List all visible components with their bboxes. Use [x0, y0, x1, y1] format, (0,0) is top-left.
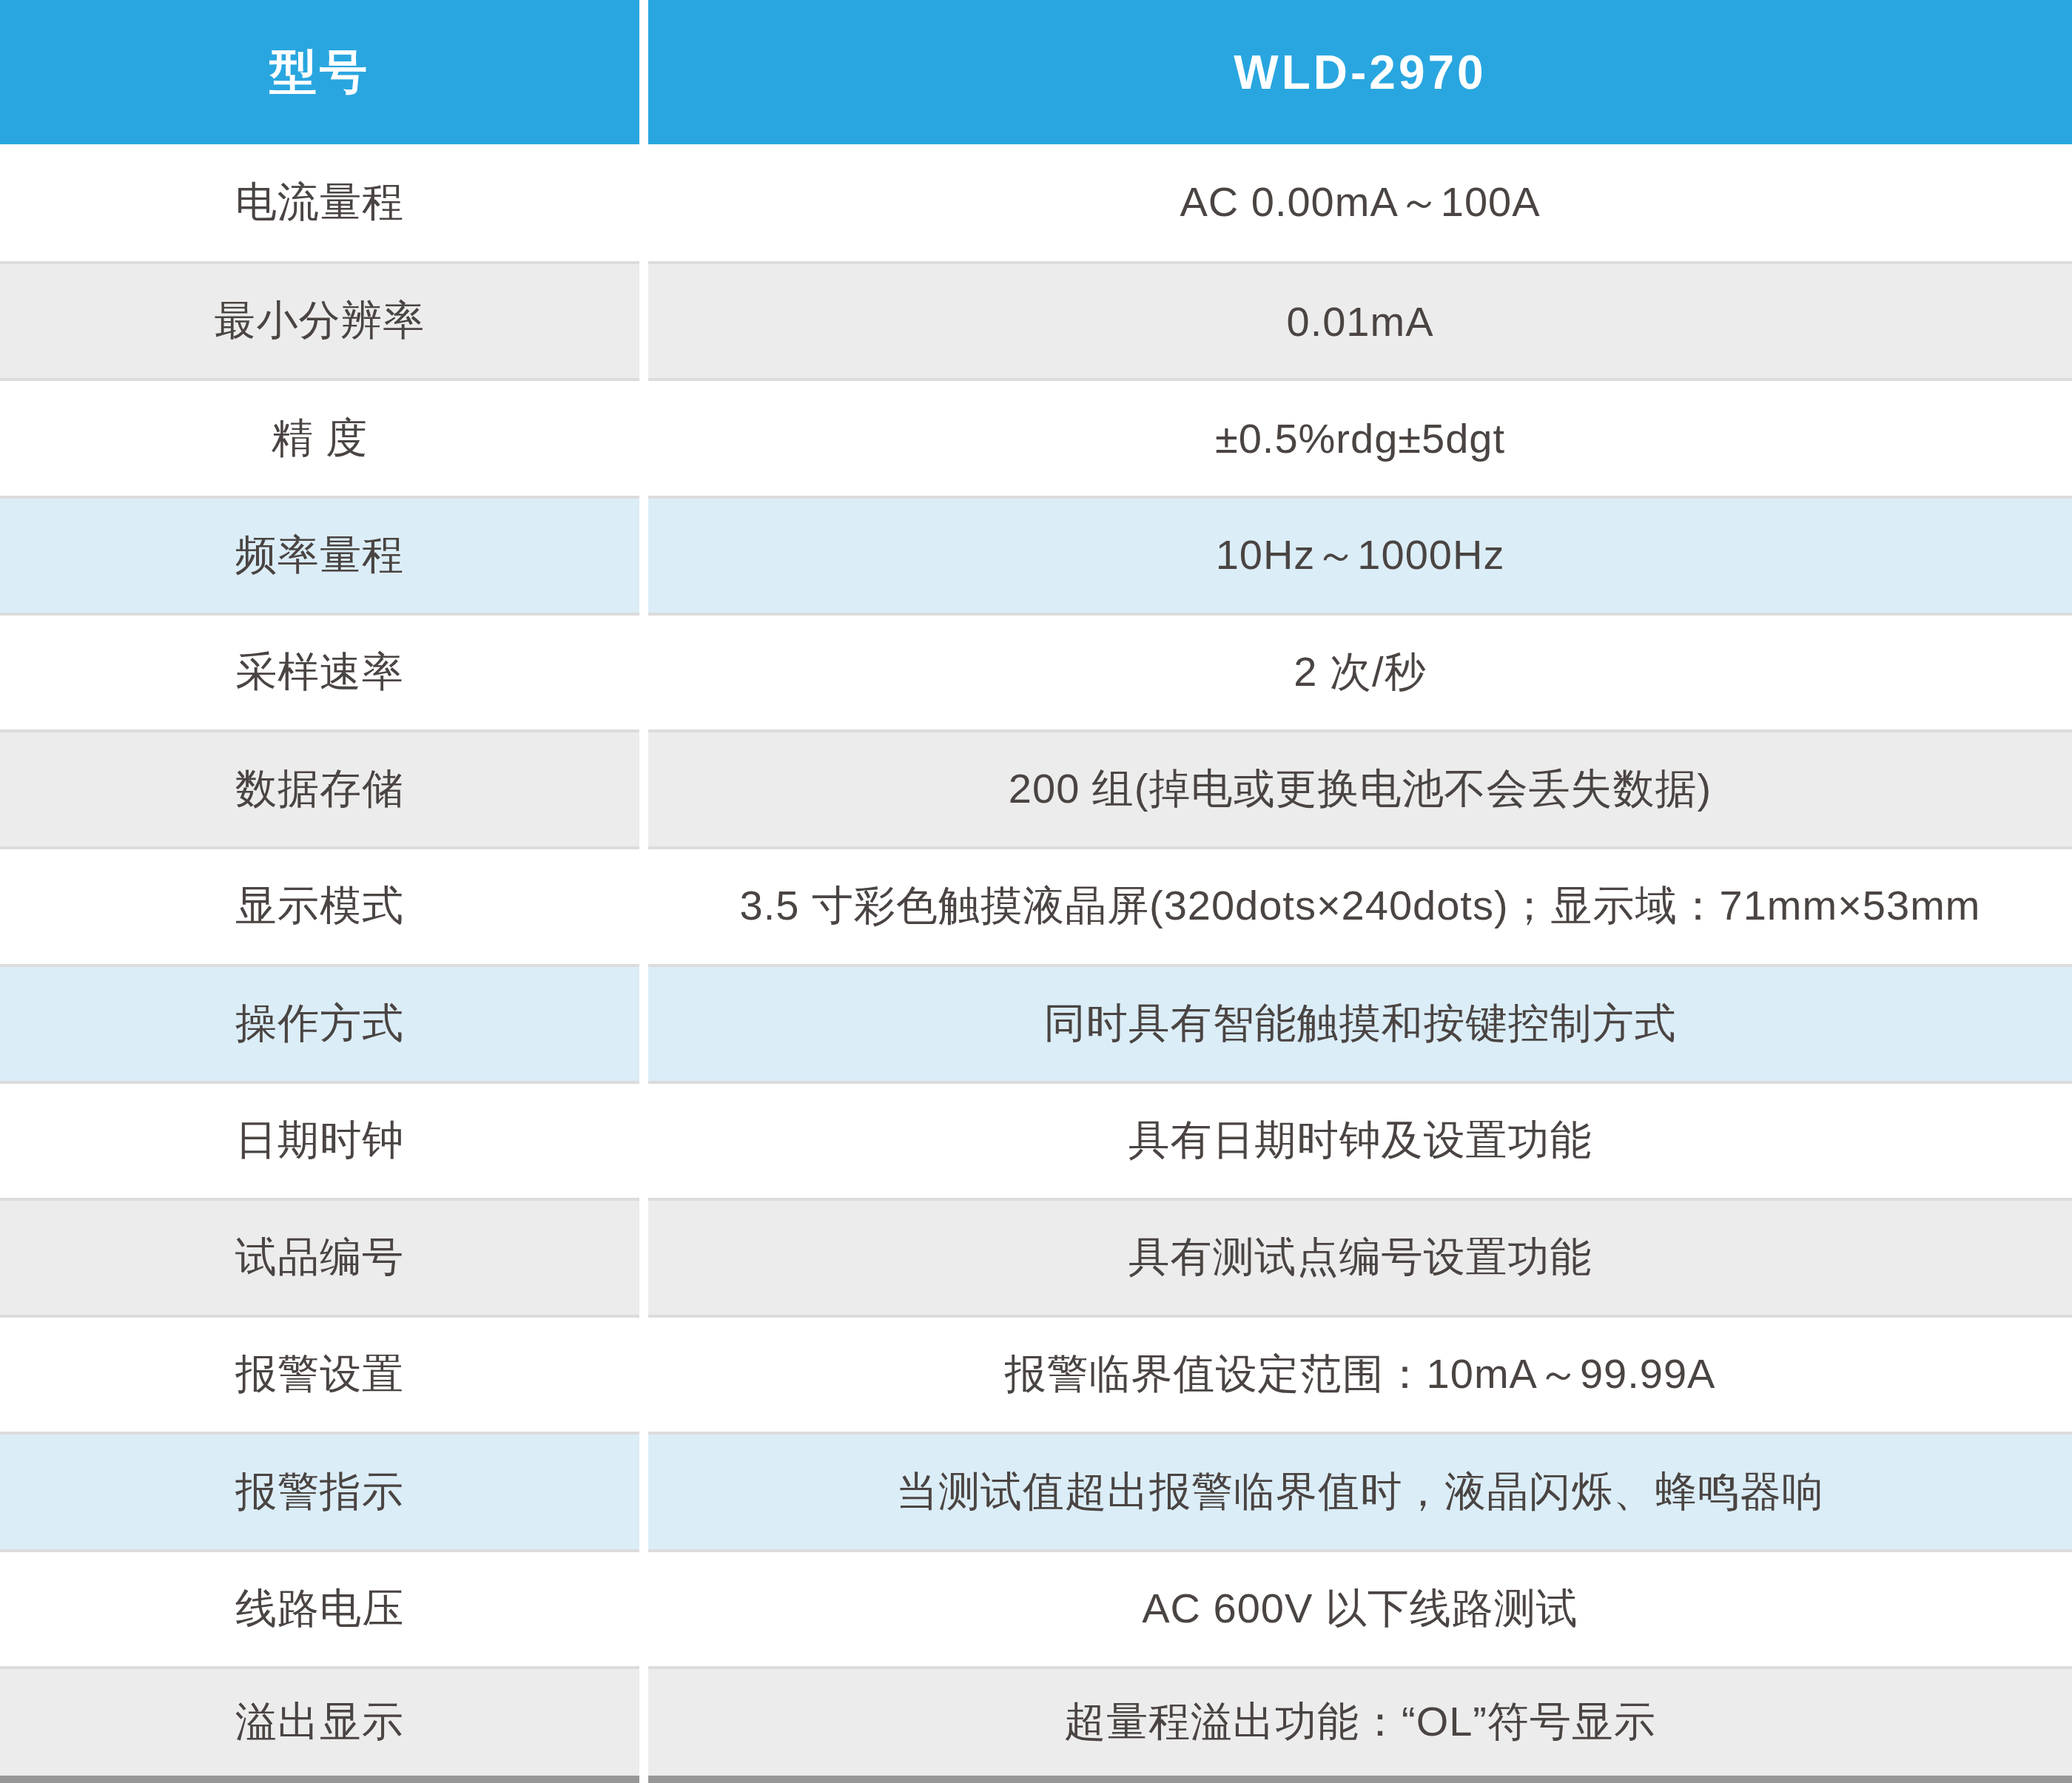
column-gutter — [639, 378, 648, 495]
table-row: 采样速率 2 次/秒 — [0, 613, 2072, 729]
table-row: 操作方式 同时具有智能触摸和按键控制方式 — [0, 964, 2072, 1081]
table-row: 试品编号 具有测试点编号设置功能 — [0, 1198, 2072, 1315]
header-model-label: 型号 — [0, 0, 639, 144]
spec-value: 报警临界值设定范围：10mA～99.99A — [648, 1315, 2072, 1432]
spec-label: 试品编号 — [0, 1198, 639, 1315]
column-gutter — [639, 964, 648, 1081]
column-gutter — [639, 1432, 648, 1548]
table-header-row: 型号 WLD-2970 — [0, 0, 2072, 144]
spec-value: 超量程溢出功能：“OL”符号显示 — [648, 1666, 2072, 1783]
column-gutter — [639, 613, 648, 729]
column-gutter — [639, 846, 648, 963]
spec-label: 精 度 — [0, 378, 639, 495]
table-row: 数据存储 200 组(掉电或更换电池不会丢失数据) — [0, 729, 2072, 846]
spec-value: 200 组(掉电或更换电池不会丢失数据) — [648, 729, 2072, 846]
table-row: 报警设置 报警临界值设定范围：10mA～99.99A — [0, 1315, 2072, 1432]
table-row: 最小分辨率 0.01mA — [0, 261, 2072, 378]
column-gutter — [639, 1198, 648, 1315]
spec-label: 电流量程 — [0, 144, 639, 261]
table-row: 溢出显示 超量程溢出功能：“OL”符号显示 — [0, 1666, 2072, 1783]
table-row: 日期时钟 具有日期时钟及设置功能 — [0, 1081, 2072, 1198]
column-gutter — [639, 0, 648, 144]
table-row: 电流量程 AC 0.00mA～100A — [0, 144, 2072, 261]
column-gutter — [639, 144, 648, 261]
spec-value: 具有测试点编号设置功能 — [648, 1198, 2072, 1315]
spec-label: 最小分辨率 — [0, 261, 639, 378]
spec-value: 2 次/秒 — [648, 613, 2072, 729]
column-gutter — [639, 729, 648, 846]
spec-label: 报警指示 — [0, 1432, 639, 1548]
table-row: 精 度 ±0.5%rdg±5dgt — [0, 378, 2072, 495]
spec-label: 数据存储 — [0, 729, 639, 846]
header-model-value: WLD-2970 — [648, 0, 2072, 144]
spec-label: 显示模式 — [0, 846, 639, 963]
spec-value: ±0.5%rdg±5dgt — [648, 378, 2072, 495]
spec-value: 3.5 寸彩色触摸液晶屏(320dots×240dots)；显示域：71mm×5… — [648, 846, 2072, 963]
spec-label: 溢出显示 — [0, 1666, 639, 1783]
spec-value: 当测试值超出报警临界值时，液晶闪烁、蜂鸣器响 — [648, 1432, 2072, 1548]
spec-label: 采样速率 — [0, 613, 639, 729]
spec-table: 型号 WLD-2970 电流量程 AC 0.00mA～100A 最小分辨率 0.… — [0, 0, 2072, 1783]
table-row: 报警指示 当测试值超出报警临界值时，液晶闪烁、蜂鸣器响 — [0, 1432, 2072, 1548]
table-row: 线路电压 AC 600V 以下线路测试 — [0, 1549, 2072, 1666]
spec-value: 10Hz～1000Hz — [648, 496, 2072, 613]
spec-value: AC 0.00mA～100A — [648, 144, 2072, 261]
column-gutter — [639, 1081, 648, 1198]
column-gutter — [639, 1315, 648, 1432]
table-row: 频率量程 10Hz～1000Hz — [0, 496, 2072, 613]
spec-label: 报警设置 — [0, 1315, 639, 1432]
column-gutter — [639, 496, 648, 613]
table-row: 显示模式 3.5 寸彩色触摸液晶屏(320dots×240dots)；显示域：7… — [0, 846, 2072, 963]
spec-label: 线路电压 — [0, 1549, 639, 1666]
column-gutter — [639, 1666, 648, 1783]
spec-value: AC 600V 以下线路测试 — [648, 1549, 2072, 1666]
spec-value: 同时具有智能触摸和按键控制方式 — [648, 964, 2072, 1081]
spec-label: 频率量程 — [0, 496, 639, 613]
column-gutter — [639, 261, 648, 378]
spec-label: 操作方式 — [0, 964, 639, 1081]
spec-value: 具有日期时钟及设置功能 — [648, 1081, 2072, 1198]
column-gutter — [639, 1549, 648, 1666]
spec-value: 0.01mA — [648, 261, 2072, 378]
spec-label: 日期时钟 — [0, 1081, 639, 1198]
